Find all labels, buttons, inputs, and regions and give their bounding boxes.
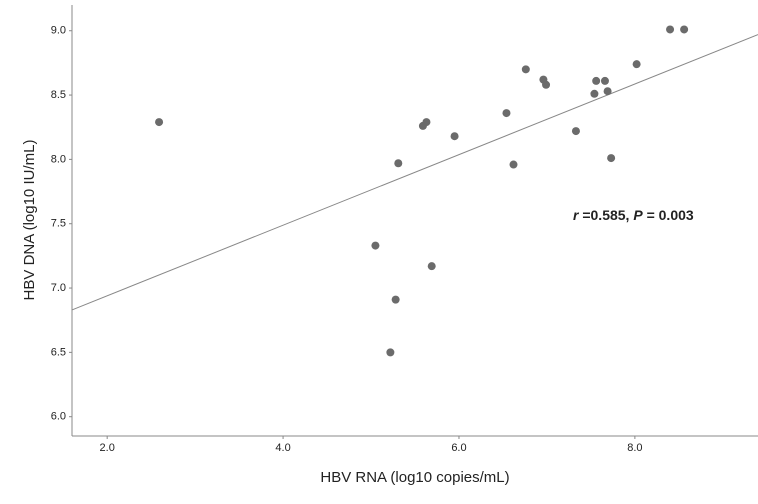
point — [155, 118, 164, 127]
point — [391, 295, 400, 304]
point — [571, 127, 580, 136]
point — [666, 25, 675, 34]
point — [603, 87, 612, 96]
x-tick-label: 6.0 — [451, 442, 466, 454]
y-tick-label: 6.0 — [51, 411, 66, 423]
point — [450, 132, 459, 141]
point — [371, 241, 380, 250]
point — [600, 76, 609, 85]
y-axis-label: HBV DNA (log10 IU/mL) — [21, 140, 38, 301]
y-tick-label: 6.5 — [51, 346, 66, 358]
x-tick-label: 8.0 — [627, 442, 642, 454]
point — [521, 65, 530, 74]
point — [590, 89, 599, 98]
point — [632, 60, 641, 69]
point — [422, 118, 431, 127]
point — [680, 25, 689, 34]
y-tick-label: 8.0 — [51, 153, 66, 165]
y-tick-label: 7.5 — [51, 218, 66, 230]
point — [509, 160, 518, 169]
x-axis-label: HBV RNA (log10 copies/mL) — [320, 469, 509, 486]
annotation-part: r — [573, 207, 580, 223]
y-tick-label: 7.0 — [51, 282, 66, 294]
annotation-part: = 0.003 — [643, 207, 694, 223]
annotation: r =0.585, P = 0.003 — [573, 207, 694, 223]
point — [592, 76, 601, 85]
point — [502, 109, 511, 118]
annotation-part: =0.585, — [578, 207, 633, 223]
point — [427, 262, 436, 271]
fit-line — [71, 34, 758, 311]
point — [386, 348, 395, 357]
y-tick-label: 8.5 — [51, 89, 66, 101]
y-tick-label: 9.0 — [51, 25, 66, 37]
point — [542, 80, 551, 89]
x-tick-label: 4.0 — [275, 442, 290, 454]
annotation-part: P — [633, 207, 643, 223]
point — [607, 154, 616, 163]
x-tick-label: 2.0 — [100, 442, 115, 454]
point — [394, 159, 403, 168]
